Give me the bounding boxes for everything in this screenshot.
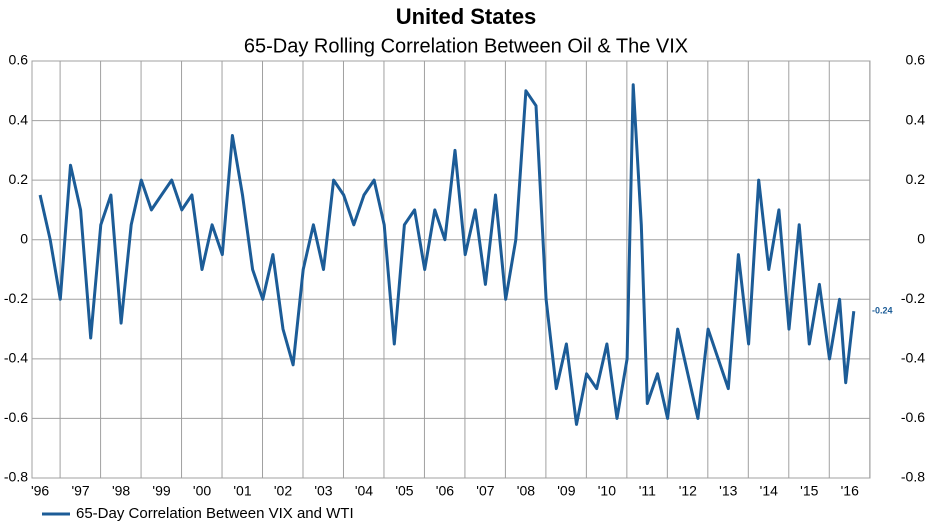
y2-tick-label: -0.6 — [901, 409, 925, 425]
legend-label: 65-Day Correlation Between VIX and WTI — [76, 505, 354, 522]
x-tick-label: '10 — [598, 483, 616, 499]
chart-title: United States — [396, 4, 537, 29]
x-tick-label: '99 — [152, 483, 170, 499]
y-tick-label: -0.2 — [4, 290, 28, 306]
y-tick-label: 0.6 — [9, 52, 29, 68]
y-tick-label: -0.6 — [4, 409, 28, 425]
x-tick-label: '97 — [71, 483, 89, 499]
y2-tick-label: 0.4 — [906, 111, 926, 127]
x-tick-label: '96 — [31, 483, 49, 499]
x-tick-label: '05 — [395, 483, 413, 499]
y-tick-label: 0 — [20, 230, 28, 246]
x-tick-label: '98 — [112, 483, 130, 499]
y2-tick-label: -0.2 — [901, 290, 925, 306]
plot-area — [31, 60, 871, 479]
x-tick-label: '12 — [679, 483, 697, 499]
x-tick-label: '14 — [760, 483, 778, 499]
y2-tick-label: -0.4 — [901, 350, 925, 366]
x-tick-label: '08 — [517, 483, 535, 499]
y-tick-label: -0.8 — [4, 469, 28, 485]
end-annotation: -0.24 — [872, 306, 893, 316]
y-tick-label: 0.2 — [9, 171, 29, 187]
x-tick-label: '09 — [557, 483, 575, 499]
x-tick-label: '15 — [800, 483, 818, 499]
y2-tick-label: 0 — [917, 230, 925, 246]
y-tick-label: 0.4 — [9, 111, 29, 127]
x-tick-label: '06 — [436, 483, 454, 499]
x-tick-label: '04 — [355, 483, 373, 499]
y-tick-label: -0.4 — [4, 350, 28, 366]
chart-subtitle: 65-Day Rolling Correlation Between Oil &… — [244, 35, 688, 57]
x-tick-label: '16 — [841, 483, 859, 499]
x-tick-label: '01 — [233, 483, 251, 499]
y2-tick-label: 0.6 — [906, 52, 926, 68]
x-tick-label: '11 — [639, 483, 656, 499]
series-line — [38, 83, 856, 426]
x-tick-label: '03 — [314, 483, 332, 499]
y2-tick-label: -0.8 — [901, 469, 925, 485]
x-tick-label: '00 — [193, 483, 211, 499]
x-tick-label: '13 — [719, 483, 737, 499]
x-tick-label: '02 — [274, 483, 292, 499]
x-tick-label: '07 — [476, 483, 494, 499]
y2-tick-label: 0.2 — [906, 171, 926, 187]
